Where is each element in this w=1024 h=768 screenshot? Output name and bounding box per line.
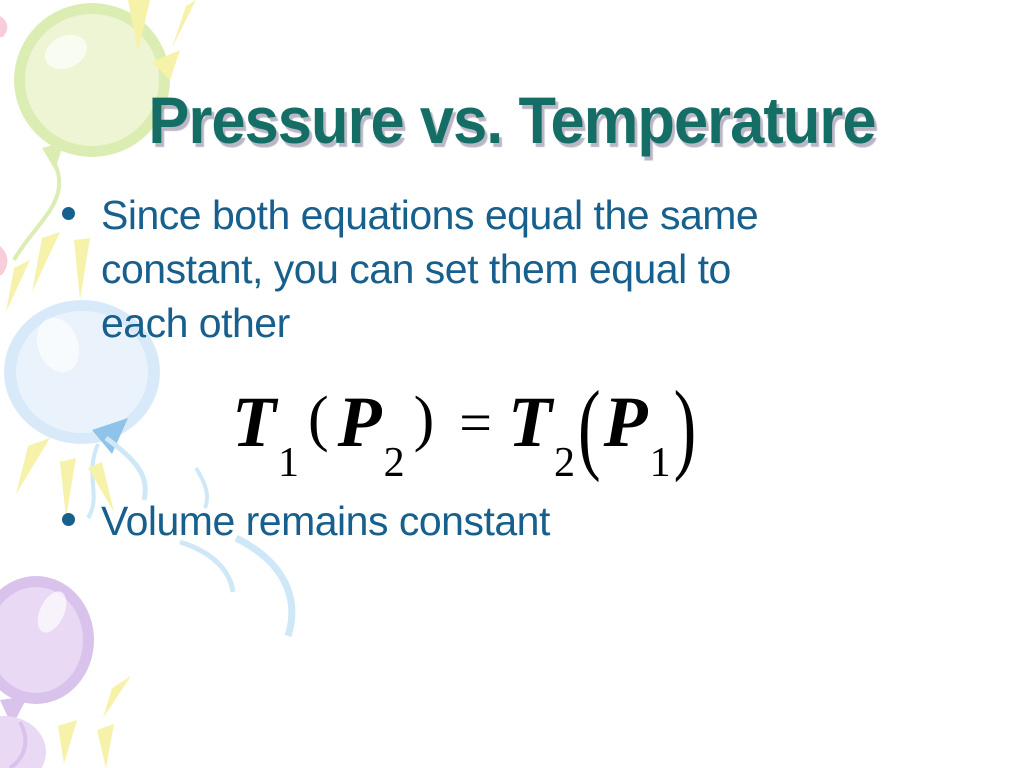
slide-title: Pressure vs. Temperature (148, 83, 876, 157)
equation-equals: = (459, 390, 492, 455)
equation-var-p1: P (603, 382, 648, 462)
equation-sub-4: 1 (649, 440, 671, 486)
equation-var-p2: P (337, 382, 382, 462)
equation-sub-1: 1 (277, 440, 299, 486)
equation-var-t2: T (508, 382, 552, 462)
ribbon-pink-top (0, 16, 8, 37)
equation-close-paren: ) (413, 385, 435, 453)
equation-open-paren: ( (307, 385, 329, 453)
equation-sub-2: 2 (383, 440, 405, 486)
equation-big-close-paren: ) (673, 369, 697, 483)
equation: T 1(P 2) = T 2(P 1) (232, 369, 699, 493)
ribbon-pink-mid (0, 246, 8, 275)
bullet-item-2: Volume remains constant (62, 494, 972, 548)
equation-big-open-paren: ( (577, 369, 601, 483)
equation-sub-3: 2 (553, 440, 575, 486)
sparkle-top (128, 0, 196, 80)
balloon-purple (0, 576, 94, 768)
bullet-dot (62, 207, 75, 220)
bullet-text-1: Since both equations equal the same cons… (101, 192, 759, 346)
equation-var-t1: T (232, 382, 276, 462)
sparkle-bottom (58, 676, 131, 768)
bullet-text-2: Volume remains constant (101, 498, 550, 544)
bullet-item-1: Since both equations equal the same cons… (62, 188, 972, 350)
bullet-dot (62, 513, 75, 526)
